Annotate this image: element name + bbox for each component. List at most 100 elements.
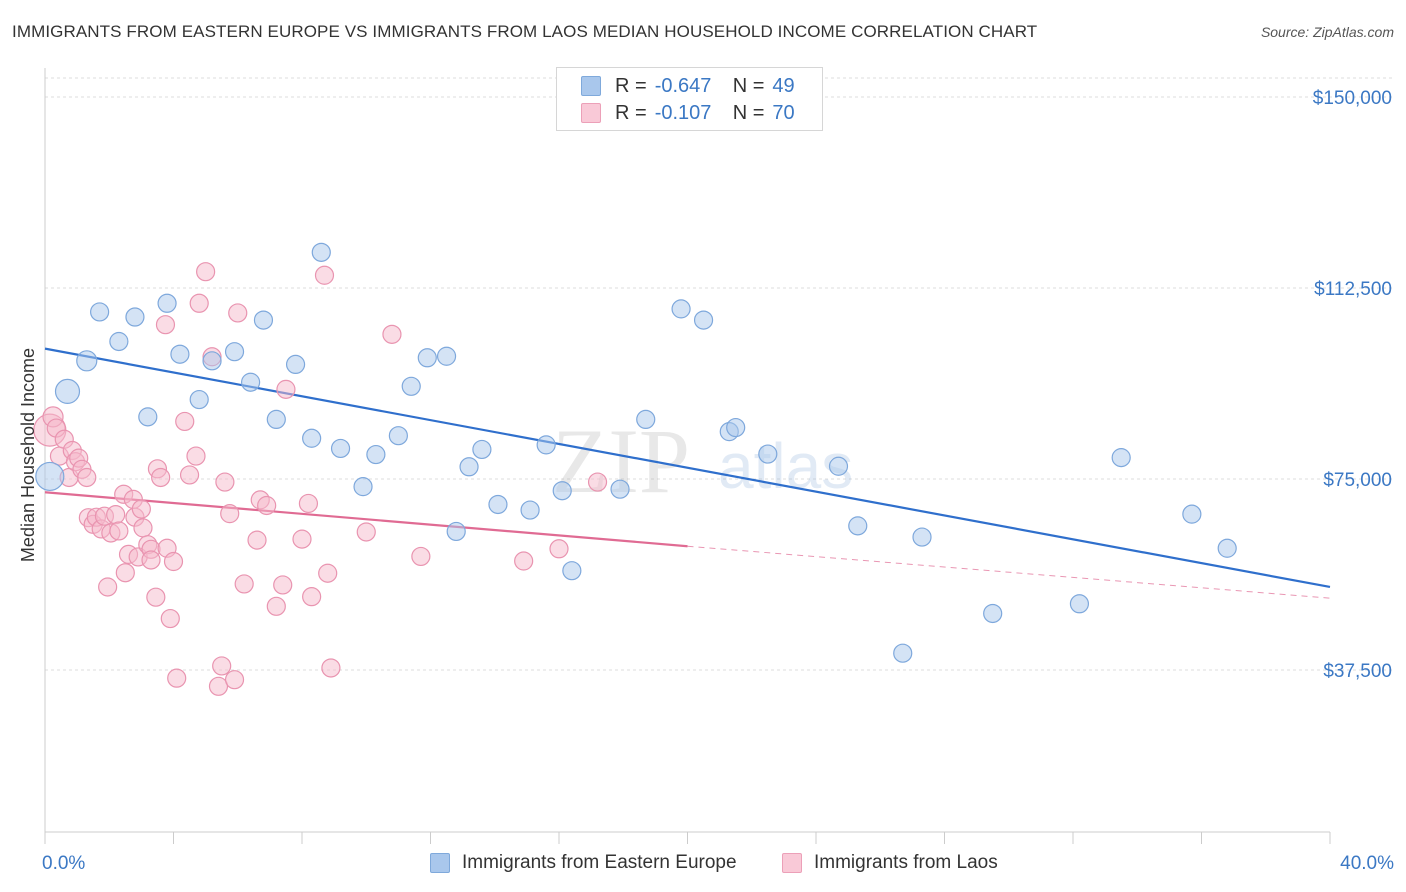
eastern-europe-point: [138, 407, 158, 427]
laos-point: [292, 529, 312, 549]
trend-lines: [44, 347, 1331, 599]
laos-point: [167, 668, 187, 688]
laos-point: [175, 411, 195, 432]
legend-n-value: 49: [772, 74, 795, 97]
eastern-europe-point: [401, 376, 421, 396]
eastern-europe-point: [1182, 504, 1202, 524]
laos-point: [106, 505, 126, 525]
watermark: ZIP atlas: [552, 410, 853, 512]
eastern-europe-point: [1111, 448, 1131, 468]
eastern-europe-point: [636, 409, 656, 430]
laos-point: [266, 596, 286, 616]
y-tick-label: $150,000: [1313, 88, 1392, 109]
laos-trend-line: [44, 491, 688, 548]
eastern-europe-point: [330, 438, 351, 459]
laos-point: [382, 324, 402, 344]
eastern-europe-point: [125, 307, 145, 327]
legend-n-label: N =: [732, 101, 765, 124]
eastern-europe-point: [726, 417, 746, 438]
legend-r-label: R =: [615, 74, 647, 97]
legend-r-value: -0.647: [654, 74, 712, 97]
eastern-europe-point: [189, 389, 209, 410]
series-legend-eastern-europe: Immigrants from Eastern Europe: [430, 852, 737, 874]
laos-trend-line-extension: [687, 545, 1331, 599]
eastern-europe-point: [446, 521, 466, 542]
eastern-europe-point: [157, 293, 177, 313]
eastern-europe-point: [693, 310, 714, 330]
eastern-europe-point: [1217, 538, 1237, 558]
eastern-europe-point: [35, 461, 65, 492]
eastern-europe-point: [459, 457, 479, 477]
eastern-europe-point: [202, 351, 222, 371]
laos-point: [411, 546, 431, 567]
laos-point: [276, 379, 296, 399]
eastern-europe-point: [520, 500, 540, 520]
correlation-legend: R = -0.647 N = 49 R = -0.107 N = 70: [556, 67, 823, 131]
series-legend-laos: Immigrants from Laos: [782, 852, 998, 874]
eastern-europe-point: [893, 643, 913, 663]
legend-n-value: 70: [772, 101, 795, 124]
eastern-europe-point: [76, 350, 98, 372]
laos-point: [155, 315, 176, 335]
laos-point: [314, 265, 335, 285]
laos-point: [146, 587, 166, 607]
eastern-europe-point: [241, 372, 261, 392]
eastern-europe-point: [285, 354, 306, 374]
laos-point: [215, 472, 235, 492]
laos-point: [98, 577, 118, 597]
laos-point: [234, 574, 254, 594]
eastern-europe-point: [109, 331, 129, 352]
eastern-europe-point: [366, 444, 386, 465]
y-axis-label: Median Household Income: [18, 348, 38, 562]
legend-n-label: N =: [732, 74, 765, 97]
eastern-europe-trend-line: [44, 347, 1331, 589]
laos-point: [257, 495, 277, 516]
eastern-europe-point: [436, 346, 457, 366]
laos-point: [514, 551, 534, 571]
legend-row-eastern-europe: R = -0.647 N = 49: [581, 73, 795, 99]
legend-swatch-eastern-europe: [430, 853, 450, 873]
x-tick-label: 40.0%: [1340, 853, 1394, 874]
laos-point: [163, 551, 184, 572]
laos-point: [196, 262, 216, 282]
laos-point: [133, 518, 153, 538]
y-tick-label: $37,500: [1323, 661, 1392, 682]
eastern-europe-point: [266, 409, 286, 430]
laos-point: [131, 499, 151, 519]
laos-point: [212, 656, 232, 676]
eastern-europe-point: [828, 456, 849, 476]
laos-point: [321, 658, 341, 678]
laos-point: [186, 446, 206, 466]
eastern-europe-point: [472, 439, 492, 460]
legend-r-label: R =: [615, 101, 647, 124]
eastern-europe-point: [536, 435, 556, 455]
y-tick-label: $112,500: [1314, 279, 1392, 300]
laos-point: [77, 467, 97, 488]
source-label: Source: ZipAtlas.com: [1260, 24, 1394, 40]
legend-swatch-laos: [782, 853, 802, 873]
legend-series-name: Immigrants from Laos: [814, 852, 998, 873]
laos-point: [273, 575, 293, 595]
legend-r-value: -0.107: [654, 101, 712, 124]
x-tick-label: 0.0%: [42, 853, 85, 874]
eastern-europe-point: [90, 302, 110, 322]
eastern-europe-point: [311, 242, 331, 262]
eastern-europe-point: [552, 481, 572, 501]
laos-point: [189, 293, 209, 313]
laos-point: [115, 563, 135, 583]
laos-point: [356, 522, 376, 542]
laos-point: [587, 472, 608, 492]
eastern-europe-point: [302, 428, 322, 448]
legend-row-laos: R = -0.107 N = 70: [581, 100, 795, 126]
eastern-europe-point: [1069, 594, 1090, 614]
laos-point: [298, 493, 319, 514]
eastern-europe-point: [353, 477, 373, 497]
axes: [44, 68, 1331, 844]
eastern-europe-point: [848, 516, 868, 536]
laos-point: [208, 676, 229, 696]
laos-point: [109, 521, 129, 541]
eastern-europe-point: [488, 494, 508, 515]
laos-point: [247, 530, 267, 550]
legend-swatch-laos: [581, 103, 601, 123]
